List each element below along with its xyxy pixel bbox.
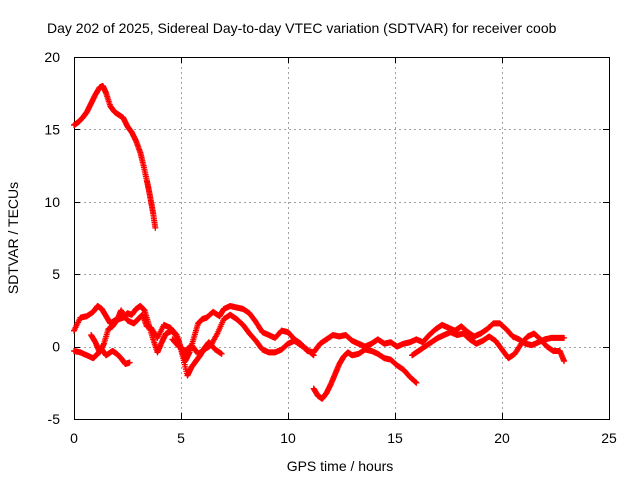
x-tick-label: 10 — [280, 430, 296, 446]
y-tick-label: -5 — [48, 411, 61, 427]
data-point — [218, 350, 225, 357]
x-tick-label: 15 — [387, 430, 403, 446]
series-trace-d — [169, 311, 317, 359]
x-tick-label: 25 — [601, 430, 617, 446]
data-point — [152, 224, 159, 231]
x-tick-labels: 0 5 10 15 20 25 — [70, 430, 617, 446]
y-tick-label: 20 — [44, 49, 60, 65]
y-axis-label: SDTVAR / TECUs — [5, 182, 21, 294]
series-trace-c — [88, 303, 568, 365]
y-tick-label: 0 — [52, 339, 60, 355]
x-axis-label: GPS time / hours — [287, 458, 394, 474]
series-trace-high — [71, 82, 159, 231]
series-trace-f — [409, 329, 568, 365]
data-point — [309, 351, 316, 358]
data-point — [126, 359, 133, 366]
y-tick-label: 5 — [52, 266, 60, 282]
axis-ticks — [74, 57, 610, 420]
data-points — [71, 82, 568, 402]
x-tick-label: 5 — [177, 430, 185, 446]
data-point — [310, 352, 317, 359]
y-tick-labels: -5 0 5 10 15 20 — [44, 49, 60, 427]
data-point — [561, 334, 568, 341]
chart-title: Day 202 of 2025, Sidereal Day-to-day VTE… — [47, 20, 557, 36]
data-point — [561, 358, 568, 365]
plot-frame — [74, 57, 610, 420]
data-point — [412, 379, 419, 386]
x-tick-label: 0 — [70, 430, 78, 446]
data-point — [413, 379, 420, 386]
y-tick-label: 15 — [44, 121, 60, 137]
y-tick-label: 10 — [44, 194, 60, 210]
series-trace-e — [310, 346, 420, 402]
x-tick-label: 20 — [494, 430, 510, 446]
